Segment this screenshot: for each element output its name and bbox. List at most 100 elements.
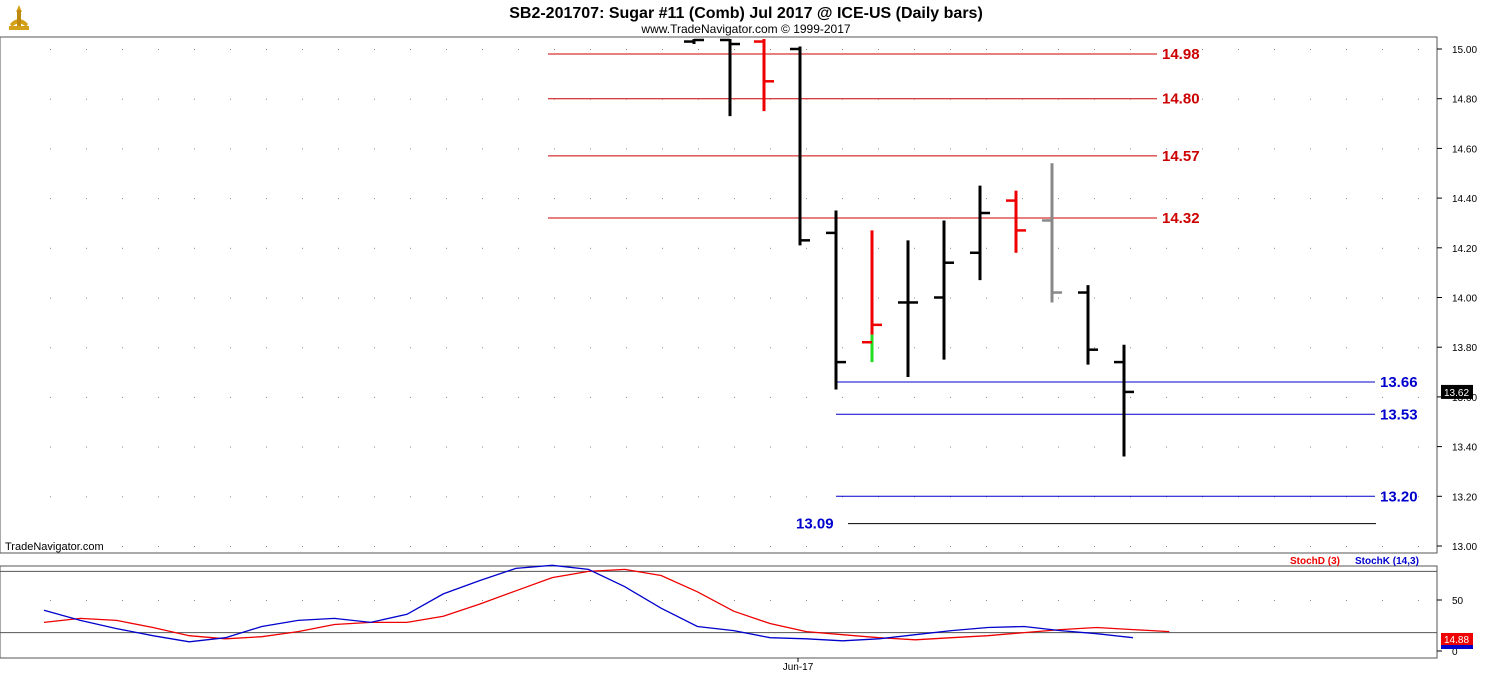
- grid-dot: [806, 148, 807, 150]
- grid-dot: [446, 148, 447, 150]
- price-tick-label: 13.40: [1452, 443, 1477, 454]
- grid-dot: [518, 247, 519, 249]
- grid-dot: [698, 496, 699, 498]
- grid-dot: [194, 600, 195, 601]
- grid-dot: [482, 98, 483, 100]
- grid-dot: [374, 600, 375, 601]
- grid-dot: [950, 446, 951, 448]
- grid-dot: [410, 98, 411, 100]
- grid-dot: [1166, 247, 1167, 249]
- grid-dot: [86, 396, 87, 398]
- grid-dot: [302, 49, 303, 50]
- grid-dot: [878, 148, 879, 150]
- grid-dot: [374, 247, 375, 249]
- price-tick-label: 14.20: [1452, 244, 1477, 255]
- grid-dot: [1238, 49, 1239, 50]
- grid-dot: [986, 600, 987, 601]
- grid-dot: [806, 247, 807, 249]
- price-grid-row: [50, 347, 1419, 349]
- grid-dot: [1094, 600, 1095, 601]
- grid-dot: [914, 396, 915, 398]
- grid-dot: [86, 347, 87, 349]
- grid-dot: [1202, 297, 1203, 299]
- grid-dot: [86, 446, 87, 448]
- grid-dot: [662, 496, 663, 498]
- grid-dot: [1166, 98, 1167, 100]
- grid-dot: [266, 600, 267, 601]
- grid-dot: [122, 347, 123, 349]
- grid-dot: [86, 600, 87, 601]
- ohlc-bar: [826, 210, 846, 390]
- grid-dot: [1166, 297, 1167, 299]
- grid-dot: [266, 347, 267, 349]
- grid-dot: [1166, 546, 1167, 547]
- price-panel[interactable]: 14.98 14.80 14.57 14.32 13.66 13.53 13.20 13.09…: [0, 36, 1438, 554]
- grid-dot: [50, 496, 51, 498]
- stochastic-panel[interactable]: StochD (3) StochK (14,3): [0, 556, 1438, 659]
- grid-dot: [842, 297, 843, 299]
- grid-dot: [914, 198, 915, 200]
- grid-dot: [482, 297, 483, 299]
- grid-dot: [1418, 148, 1419, 150]
- grid-dot: [302, 446, 303, 448]
- ohlc-bar: [862, 230, 882, 363]
- price-grid-row: [50, 546, 1419, 547]
- grid-dot: [950, 347, 951, 349]
- app-logo-icon[interactable]: [4, 2, 34, 32]
- grid-dot: [662, 198, 663, 200]
- stoch-tick-label: 50: [1452, 596, 1464, 607]
- grid-dot: [878, 247, 879, 249]
- grid-dot: [842, 347, 843, 349]
- grid-dot: [1346, 347, 1347, 349]
- grid-dot: [302, 600, 303, 601]
- price-axis[interactable]: 15.0014.8014.6014.4014.2014.0013.8013.60…: [1437, 45, 1477, 553]
- grid-dot: [518, 297, 519, 299]
- grid-dot: [482, 148, 483, 150]
- grid-dot: [1166, 396, 1167, 398]
- grid-dot: [302, 396, 303, 398]
- grid-dot: [1346, 247, 1347, 249]
- grid-dot: [590, 49, 591, 50]
- grid-dot: [1346, 297, 1347, 299]
- grid-dot: [410, 49, 411, 50]
- price-grid-row: [50, 49, 1419, 50]
- grid-dot: [302, 297, 303, 299]
- grid-dot: [230, 396, 231, 398]
- grid-dot: [842, 600, 843, 601]
- grid-dot: [410, 347, 411, 349]
- grid-dot: [878, 297, 879, 299]
- grid-dot: [554, 297, 555, 299]
- grid-dot: [518, 396, 519, 398]
- price-tick-label: 14.40: [1452, 194, 1477, 205]
- grid-dot: [626, 396, 627, 398]
- grid-dot: [770, 198, 771, 200]
- grid-dot: [806, 600, 807, 601]
- grid-dot: [482, 347, 483, 349]
- grid-dot: [230, 198, 231, 200]
- grid-dot: [590, 198, 591, 200]
- grid-dot: [770, 49, 771, 50]
- grid-dot: [950, 297, 951, 299]
- grid-dot: [1418, 49, 1419, 50]
- grid-dot: [698, 198, 699, 200]
- grid-dot: [986, 546, 987, 547]
- grid-dot: [302, 148, 303, 150]
- grid-dot: [806, 496, 807, 498]
- grid-dot: [1094, 347, 1095, 349]
- grid-dot: [590, 396, 591, 398]
- grid-dot: [1238, 198, 1239, 200]
- grid-dot: [1310, 148, 1311, 150]
- grid-dot: [1130, 49, 1131, 50]
- price-tick-label: 14.60: [1452, 144, 1477, 155]
- grid-dot: [950, 198, 951, 200]
- grid-dot: [482, 446, 483, 448]
- grid-dot: [518, 600, 519, 601]
- grid-dot: [122, 396, 123, 398]
- grid-dot: [806, 49, 807, 50]
- grid-dot: [1418, 347, 1419, 349]
- price-grid-row: [50, 247, 1419, 249]
- stochastic-axis[interactable]: 50 014.88: [1437, 596, 1473, 658]
- legend-stoch-k: StochK (14,3): [1355, 556, 1419, 567]
- grid-dot: [1130, 600, 1131, 601]
- grid-dot: [806, 297, 807, 299]
